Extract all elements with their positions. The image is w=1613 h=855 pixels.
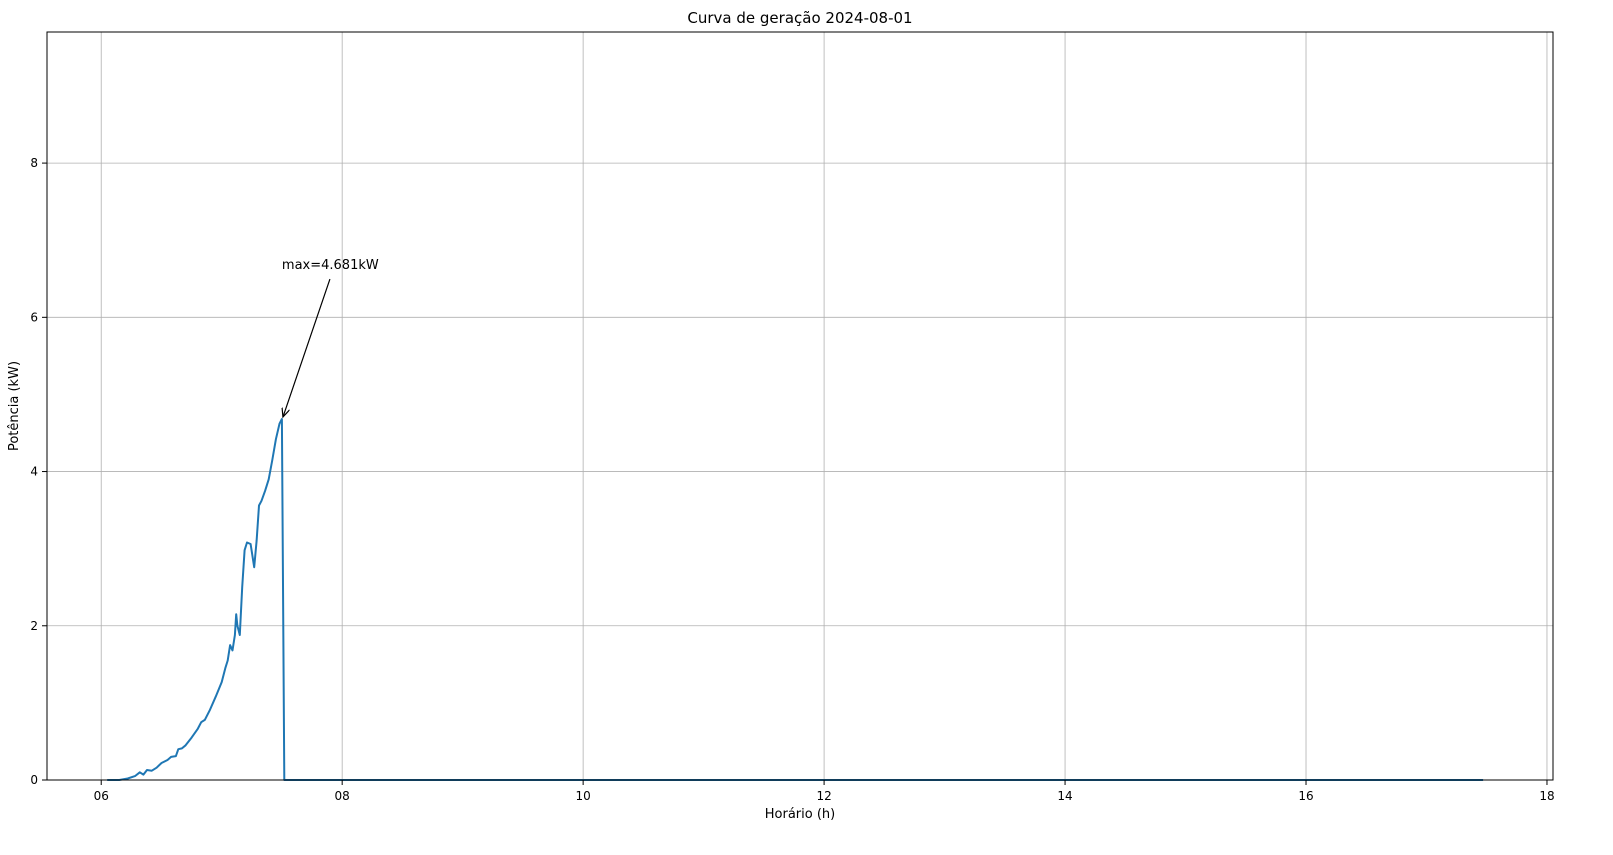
x-tick-label: 06 (94, 789, 109, 803)
series-line (107, 418, 1484, 781)
chart-title: Curva de geração 2024-08-01 (687, 9, 912, 27)
y-tick-label: 6 (30, 310, 38, 324)
grid (47, 32, 1553, 781)
max-annotation-label: max=4.681kW (282, 258, 379, 273)
x-tick-label: 18 (1539, 789, 1554, 803)
y-tick-label: 2 (30, 619, 38, 633)
x-tick-label: 10 (575, 789, 590, 803)
y-axis-label: Potência (kW) (7, 361, 22, 451)
x-tick-label: 12 (816, 789, 831, 803)
max-annotation-arrow (283, 278, 331, 417)
y-tick-label: 4 (30, 465, 38, 479)
x-tick-label: 08 (335, 789, 350, 803)
series-layer (107, 418, 1484, 781)
plot-frame (46, 31, 1554, 781)
axes: 06 08 10 12 14 16 18 0 2 4 6 8 (30, 31, 1555, 803)
x-tick-label: 14 (1057, 789, 1072, 803)
annotation-layer: max=4.681kW (282, 258, 379, 417)
x-tick-label: 16 (1298, 789, 1313, 803)
x-axis-label: Horário (h) (765, 807, 835, 822)
y-tick-label: 8 (30, 156, 38, 170)
y-tick-label: 0 (30, 773, 38, 787)
